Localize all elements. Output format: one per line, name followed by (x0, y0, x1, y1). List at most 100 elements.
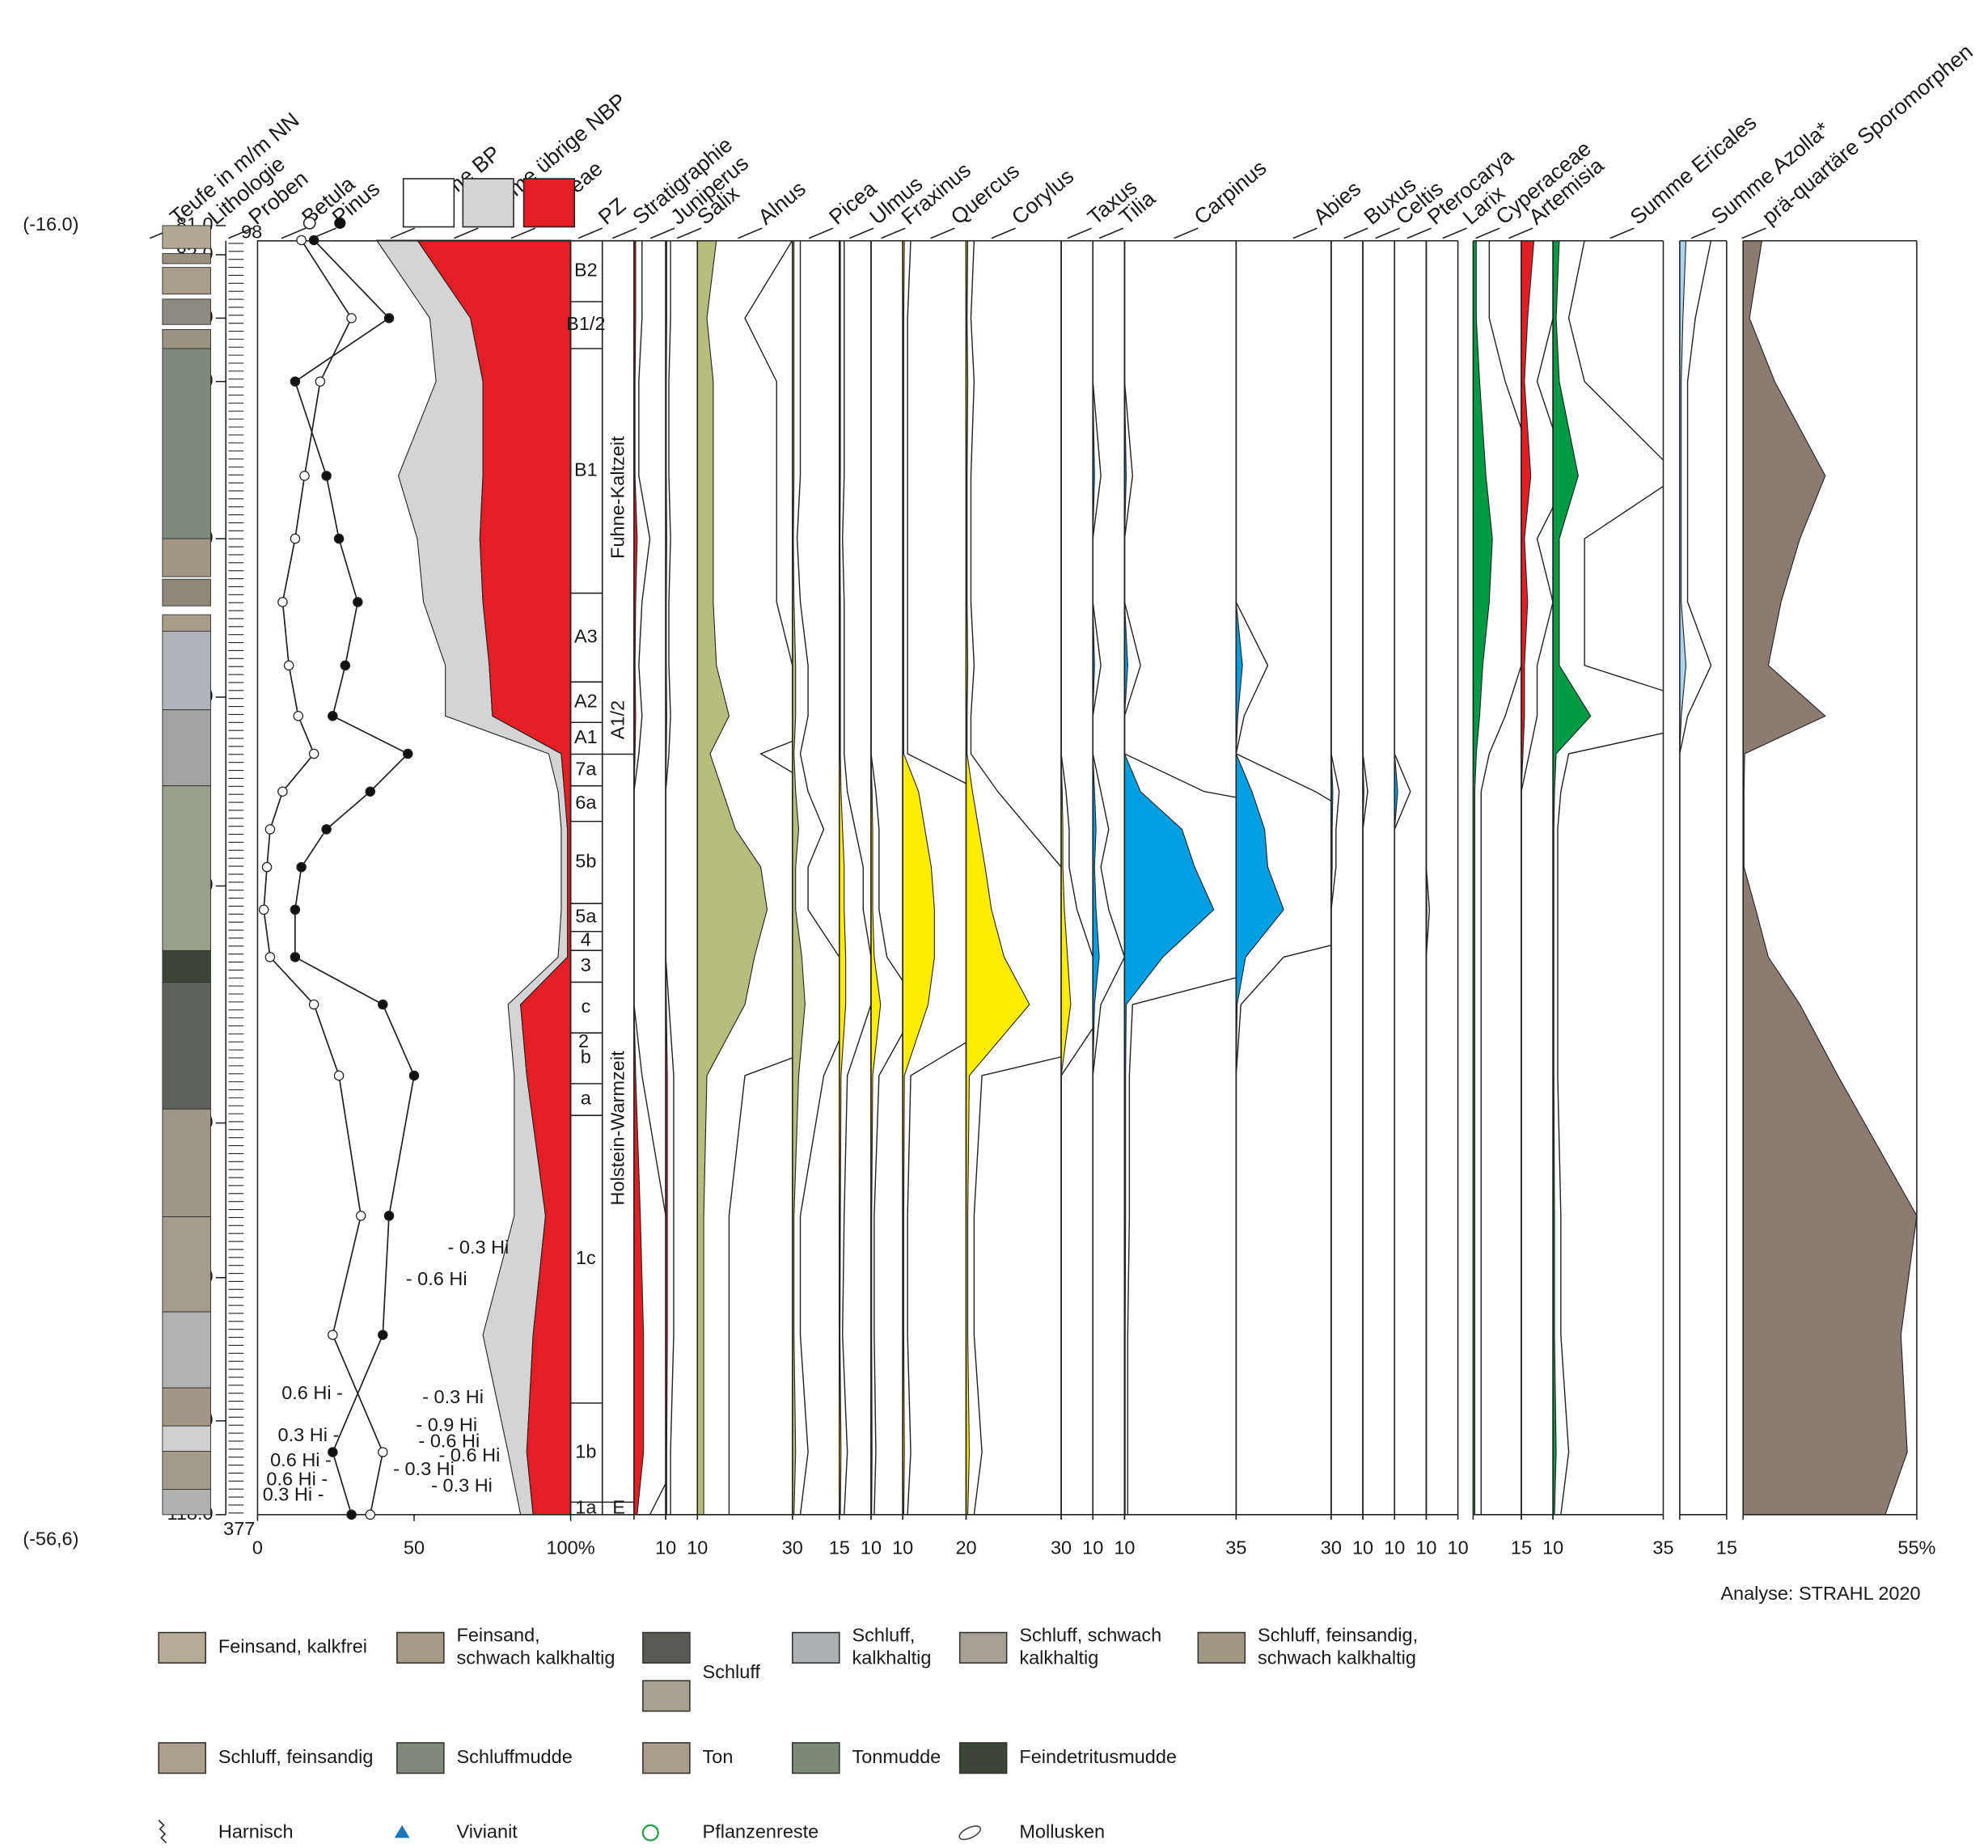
exaggeration-curve (1124, 240, 1237, 1515)
taxon-column (697, 240, 793, 1515)
header-leader (649, 227, 675, 239)
legend-swatch (1197, 1631, 1246, 1664)
legend-label: Schluff, (852, 1624, 915, 1645)
zone-group-label: 2 (578, 1030, 589, 1051)
exaggeration-curve (1557, 240, 1664, 1515)
curve (294, 239, 415, 1516)
exaggeration-curve (666, 240, 675, 1515)
legend-label: Schluff (703, 1661, 761, 1682)
legend-label: kalkhaltig (852, 1647, 931, 1668)
point (277, 597, 288, 607)
point (365, 1509, 376, 1520)
zone-label: 4 (581, 929, 591, 950)
annotation: 0.3 Hi - (263, 1484, 324, 1505)
lithology-layer (162, 709, 211, 787)
taxon-column (1330, 240, 1340, 1515)
strat-label: Fuhne-Kaltzeit (607, 436, 628, 559)
legend-marker (302, 216, 316, 230)
x-tick-label: 10 (655, 1537, 676, 1558)
point (308, 235, 319, 246)
taxon-column (1521, 240, 1554, 1515)
point (290, 376, 301, 387)
lithology-layer (162, 538, 211, 577)
diagram: 81.082.083.085.090.095.0100.0105.0110.01… (23, 39, 1977, 1844)
point (328, 1330, 338, 1340)
x-tick-label: 35 (1225, 1537, 1246, 1558)
zone-label: c (581, 996, 590, 1017)
header-leader (930, 227, 955, 239)
legend-label: schwach kalkhaltig (457, 1647, 615, 1668)
point (261, 861, 273, 873)
x-tick-label: 15 (1716, 1537, 1737, 1558)
depth-bottom-label: (-56,6) (23, 1528, 78, 1549)
exaggeration-curve (907, 240, 967, 1515)
lithology-layer (162, 298, 211, 325)
zone-label: a (581, 1088, 592, 1109)
taxon-column (1093, 240, 1125, 1515)
annotation: 0.6 Hi - (266, 1469, 328, 1490)
exaggeration-curve (728, 240, 793, 1515)
x-tick-label: 10 (1352, 1537, 1373, 1558)
legend-swatch (642, 1742, 691, 1774)
lithology-layer (162, 1425, 211, 1452)
exaggeration-curve (842, 240, 871, 1515)
taxon-column (666, 240, 675, 1515)
area (1236, 240, 1284, 1515)
point (333, 1070, 345, 1081)
strat-note: A1/2 (607, 700, 628, 739)
taxon-column (966, 240, 1062, 1515)
point (293, 711, 304, 721)
legend-label: kalkhaltig (1019, 1647, 1098, 1668)
strat-frame (601, 239, 635, 1516)
header-leader (881, 227, 906, 239)
lithology-layer (162, 267, 211, 295)
strat-label: Holstein-Warmzeit (607, 1051, 628, 1206)
header-leader (611, 227, 637, 239)
annotation: 0.6 Hi - (281, 1382, 343, 1403)
exaggeration-curve (870, 240, 903, 1515)
header-leader (510, 227, 535, 239)
x-tick-label: 10 (1082, 1537, 1103, 1558)
point (290, 533, 301, 544)
header-leader (991, 227, 1016, 239)
samples-bottom: 377 (223, 1518, 255, 1539)
header-leader (390, 227, 416, 239)
legend-symbol (158, 1819, 167, 1844)
legend-label: Harnisch (218, 1821, 294, 1842)
x-tick-label: 100% (546, 1537, 594, 1558)
lithology-layer (162, 631, 211, 711)
zone-label: 3 (581, 954, 591, 975)
header-leader (454, 227, 479, 239)
taxon-name: Alnus (753, 176, 810, 230)
taxon-column (870, 240, 903, 1515)
taxon-column (1061, 240, 1093, 1515)
x-tick-label: 10 (1415, 1537, 1436, 1558)
x-tick-label: 20 (955, 1537, 976, 1558)
exaggeration-curve (796, 240, 840, 1515)
x-tick-label: 50 (404, 1537, 425, 1558)
annotation: 0.3 Hi - (278, 1424, 340, 1445)
lithology-layer (162, 578, 211, 607)
header-leader (738, 227, 763, 239)
area (1124, 240, 1215, 1515)
lithology-layer (162, 1489, 211, 1516)
zone-label: 6a (575, 792, 597, 813)
point (383, 1211, 395, 1221)
taxon-name: Abies (1309, 176, 1365, 230)
header-leader (1442, 227, 1467, 239)
x-tick-label: 30 (1051, 1537, 1072, 1558)
taxon-column (1363, 240, 1368, 1515)
annotation: - 0.3 Hi (422, 1386, 484, 1407)
zone-label: A2 (574, 690, 598, 711)
lithology-layer (162, 1108, 211, 1217)
zone-label: b (581, 1047, 591, 1068)
point (321, 824, 332, 835)
stack-area (257, 239, 561, 1515)
exaggeration-curve (1394, 240, 1411, 1515)
header-leader (228, 227, 253, 239)
taxon-column (839, 240, 871, 1515)
taxon-column (1236, 240, 1331, 1515)
point (365, 786, 376, 797)
zone-label: 1a (575, 1496, 597, 1517)
point (258, 904, 269, 916)
